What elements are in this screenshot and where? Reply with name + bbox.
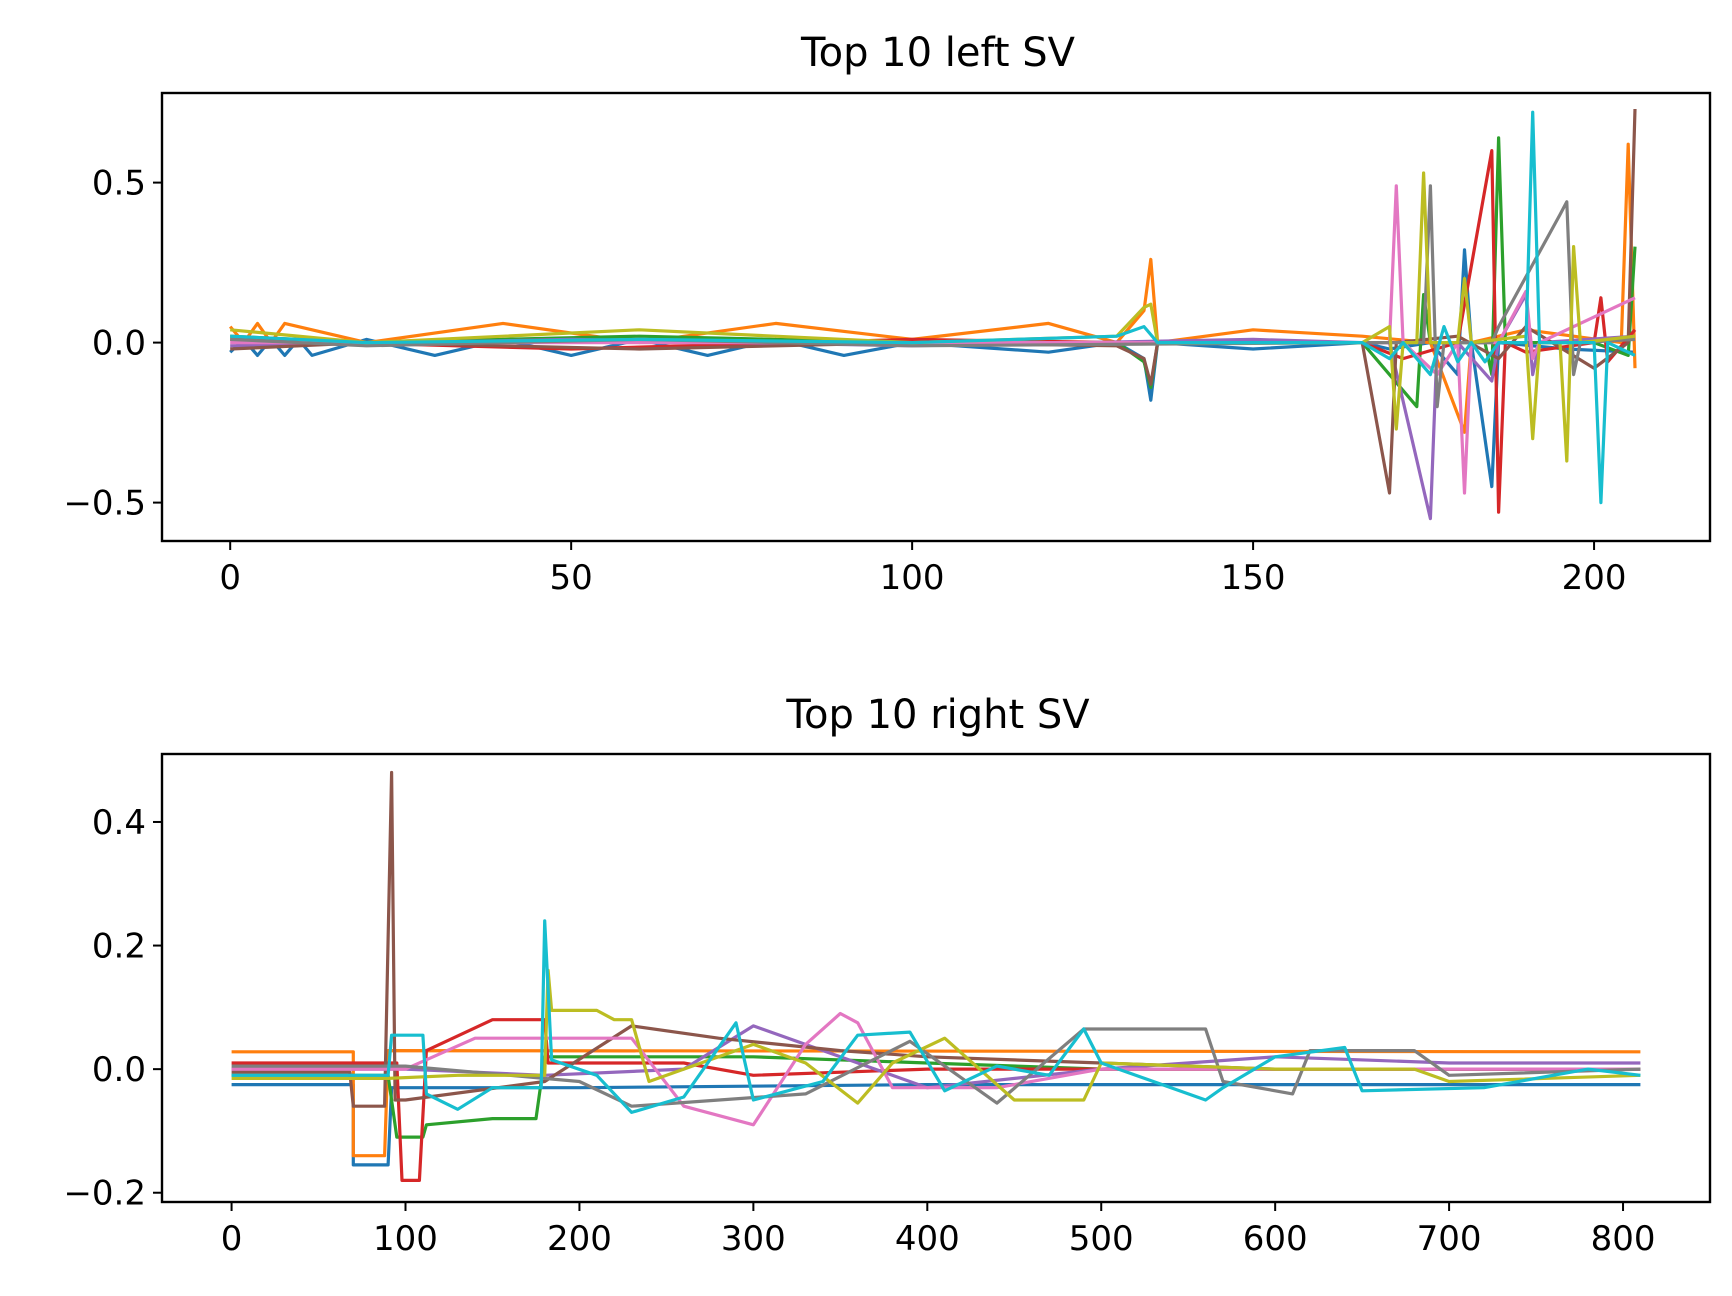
right-sv-series-line-2 bbox=[231, 1049, 1641, 1158]
right-sv-plot-frame bbox=[160, 752, 1712, 1204]
left-sv-series-line-10 bbox=[230, 110, 1636, 505]
right-sv-series-line-9 bbox=[231, 968, 1641, 1105]
right-sv-xtick-label: 800 bbox=[1591, 1219, 1656, 1259]
chart-title-left-sv: Top 10 left SV bbox=[800, 30, 1076, 76]
right-sv-xtick-label: 700 bbox=[1417, 1219, 1482, 1259]
right-sv-ytick-label: 0.4 bbox=[92, 803, 146, 843]
left-sv-plot-frame bbox=[160, 91, 1712, 543]
chart-title-right-sv: Top 10 right SV bbox=[785, 692, 1090, 738]
right-sv-series-line-7 bbox=[231, 1011, 1641, 1127]
right-sv-xtick-label: 200 bbox=[547, 1219, 612, 1259]
right-sv-xtick-label: 100 bbox=[373, 1219, 438, 1259]
left-sv-xtick-label: 0 bbox=[219, 558, 241, 598]
left-sv-series bbox=[228, 108, 1637, 521]
left-sv-ytick-label: 0.0 bbox=[92, 324, 146, 364]
right-sv-xtick-label: 400 bbox=[895, 1219, 960, 1259]
right-sv-xtick-label: 500 bbox=[1069, 1219, 1134, 1259]
left-sv-ytick-label: −0.5 bbox=[63, 484, 146, 524]
right-sv-ticks: 0 100 200 300 400 500 600 700 800 −0.2 0.0 0.2 0.4 bbox=[63, 803, 1655, 1259]
right-sv-xtick-label: 0 bbox=[221, 1219, 243, 1259]
right-sv-ytick-label: −0.2 bbox=[63, 1174, 146, 1214]
right-sv-series-line-10 bbox=[231, 919, 1641, 1114]
left-sv-ytick-label: 0.5 bbox=[92, 164, 146, 204]
left-sv-xtick-label: 200 bbox=[1562, 558, 1627, 598]
right-sv-series-line-6 bbox=[231, 770, 1641, 1108]
right-sv-ytick-label: 0.0 bbox=[92, 1050, 146, 1090]
right-sv-xtick-label: 600 bbox=[1243, 1219, 1308, 1259]
right-sv-xtick-label: 300 bbox=[721, 1219, 786, 1259]
right-sv-series-line-4 bbox=[231, 1018, 1641, 1182]
right-sv-series bbox=[231, 770, 1641, 1182]
left-sv-xtick-label: 150 bbox=[1221, 558, 1286, 598]
right-sv-panel: Top 10 right SV 0 100 200 300 400 500 600 700 80… bbox=[63, 692, 1712, 1259]
left-sv-xtick-label: 100 bbox=[880, 558, 945, 598]
left-sv-ticks: 0 50 100 150 200 −0.5 0.0 0.5 bbox=[63, 164, 1626, 598]
right-sv-ytick-label: 0.2 bbox=[92, 927, 146, 967]
left-sv-panel: Top 10 left SV 0 50 100 150 200 −0.5 0.0 0.5 bbox=[63, 30, 1712, 598]
left-sv-xtick-label: 50 bbox=[550, 558, 593, 598]
